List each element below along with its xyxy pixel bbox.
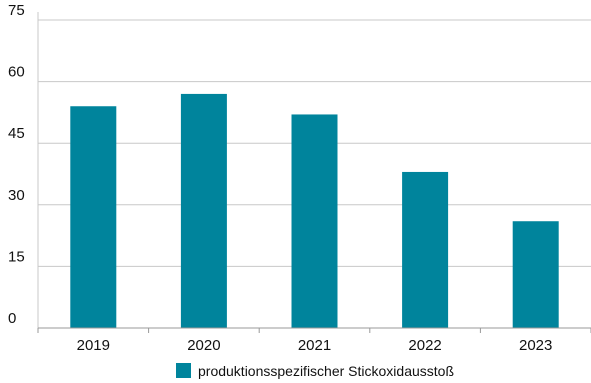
x-tick-label: 2022: [408, 337, 441, 354]
y-tick-label: 45: [8, 125, 25, 142]
y-tick-label: 15: [8, 248, 25, 265]
bar-2023: [512, 221, 559, 328]
bars: [70, 93, 559, 329]
bar-2021: [291, 114, 338, 328]
legend-swatch: [176, 363, 191, 378]
bar-2020: [180, 93, 227, 328]
y-axis-ticks: 0 15 30 45 60 75: [8, 2, 25, 327]
x-axis-ticks: 2019 2020 2021 2022 2023: [37, 328, 591, 354]
legend: produktionsspezifischer Stickoxidausstoß: [176, 363, 454, 379]
bar-2022: [402, 171, 449, 328]
x-tick-label: 2021: [298, 337, 331, 354]
y-tick-label: 75: [8, 2, 25, 19]
bar-2019: [70, 106, 117, 329]
y-tick-label: 30: [8, 187, 25, 204]
x-tick-label: 2020: [187, 337, 220, 354]
y-tick-label: 60: [8, 64, 25, 81]
x-tick-label: 2019: [77, 337, 110, 354]
x-tick-label: 2023: [519, 337, 552, 354]
y-tick-label: 0: [8, 310, 16, 327]
legend-label: produktionsspezifischer Stickoxidausstoß: [198, 363, 454, 379]
